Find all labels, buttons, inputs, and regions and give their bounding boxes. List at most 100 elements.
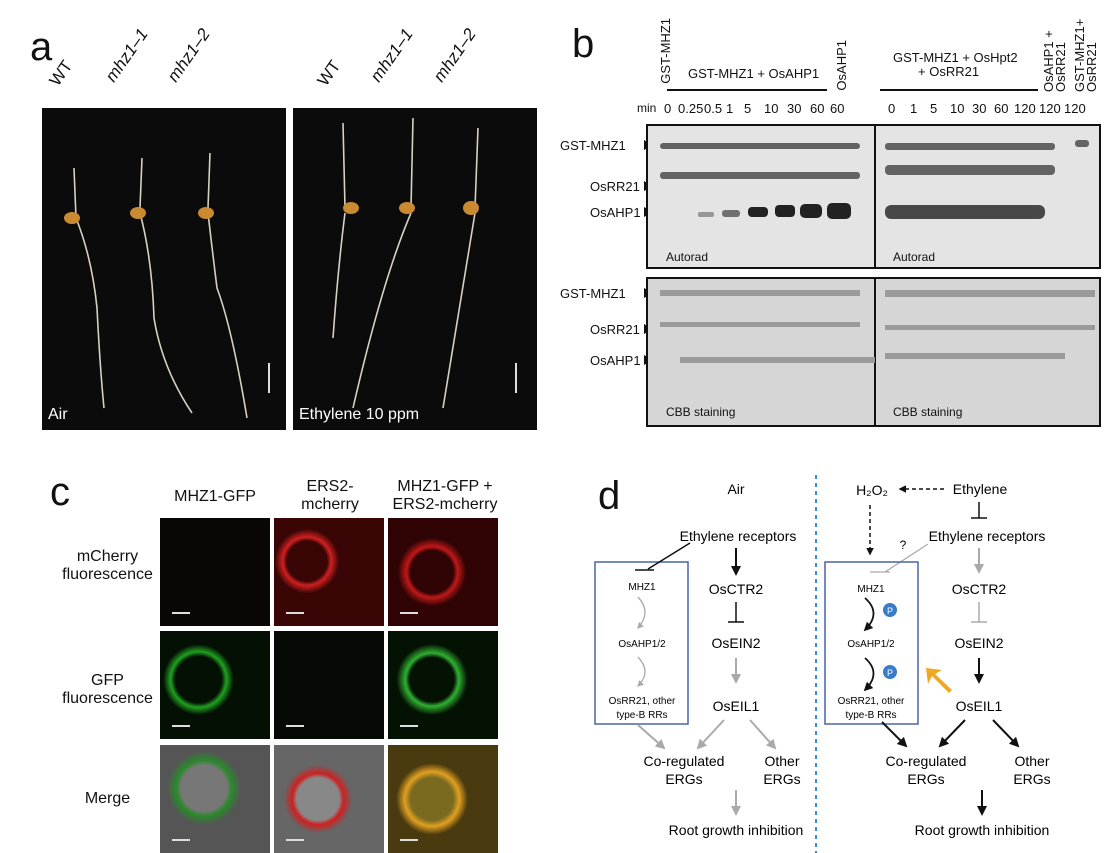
tcs-box	[824, 561, 919, 725]
h2o2: H₂O₂	[856, 482, 888, 498]
time-label: 10	[764, 101, 779, 116]
time-label: 1	[726, 101, 734, 116]
time-label: 0	[888, 101, 896, 116]
oseil1: OsEIL1	[713, 698, 760, 714]
question-mark: ?	[900, 538, 907, 552]
time-label: 60	[810, 101, 825, 116]
svg-text:P: P	[887, 606, 893, 616]
seedlings-drawing	[64, 152, 270, 419]
time-label: 60	[830, 101, 845, 116]
panel-c-label: c	[50, 470, 70, 514]
seedlings-air-photo: Air	[42, 108, 286, 430]
time-label: 30	[972, 101, 987, 116]
ethylene: Ethylene	[953, 481, 1008, 497]
lane-header: GST-MHZ1+ OsRR21	[1072, 18, 1099, 92]
time-label: 5	[930, 101, 938, 116]
row-label: Merge	[84, 790, 131, 807]
micrograph-gfp-mhz1	[160, 631, 270, 739]
row-label: mCherry fluorescence	[62, 548, 153, 583]
time-label: 120	[1014, 101, 1036, 116]
mhz1: MHZ1	[857, 584, 885, 595]
other-ergs-2: ERGs	[763, 771, 800, 787]
other-ergs: Other	[1014, 753, 1049, 769]
band-label: OsAHP1	[590, 353, 641, 368]
receptors: Ethylene receptors	[680, 528, 797, 544]
genotype-label: mhz1–1	[101, 24, 152, 86]
micrograph-merge-both	[388, 745, 498, 853]
time-label: 0	[664, 101, 672, 116]
band-label: OsAHP1	[590, 205, 641, 220]
panel-a-label: a	[30, 25, 53, 69]
micrograph-mcherry-mhz1	[160, 518, 270, 626]
time-label: 30	[787, 101, 802, 116]
cbb-blot-left	[646, 277, 876, 427]
osctr2: OsCTR2	[709, 581, 764, 597]
tcs-box	[594, 561, 689, 725]
lane-header: OsAHP1	[834, 40, 849, 91]
blot-images	[644, 124, 1101, 427]
osahp: OsAHP1/2	[618, 639, 666, 650]
column-header: MHZ1-GFP	[174, 488, 256, 505]
band-label: OsRR21	[590, 179, 640, 194]
micrograph-gfp-ers2	[274, 631, 384, 739]
time-label: 60	[994, 101, 1009, 116]
osein2: OsEIN2	[711, 635, 760, 651]
time-label: 0.25	[678, 101, 704, 116]
micrograph-mcherry-merge	[388, 518, 498, 626]
time-row-left: 0 0.25 0.5 1 5 10 30 60 60	[664, 101, 850, 116]
micrograph-merge-mhz1	[160, 745, 270, 853]
lane-header: GST-MHZ1	[658, 18, 673, 84]
pathway-diagram: Air Ethylene receptors MHZ1 OsAHP1/2 OsR…	[594, 475, 1051, 853]
root-growth-inhibition: Root growth inhibition	[669, 822, 804, 838]
osrr2: type-B RRs	[616, 710, 667, 721]
mhz1: MHZ1	[628, 582, 656, 593]
time-row-right: 0 1 5 10 30 60 120 120 120	[888, 101, 1089, 116]
micrograph-gfp-merge	[388, 631, 498, 739]
column-header: ERS2- mcherry	[301, 478, 359, 513]
lane-group-header: GST-MHZ1 + OsHpt2	[893, 50, 1018, 65]
coregulated-ergs: Co-regulated	[886, 753, 967, 769]
genotype-label: mhz1–2	[429, 24, 480, 86]
group-bracket	[667, 89, 827, 91]
phospho-icon	[883, 665, 897, 679]
receptors: Ethylene receptors	[929, 528, 1046, 544]
root-growth-inhibition: Root growth inhibition	[915, 822, 1050, 838]
seedlings-ethylene-photo: Ethylene 10 ppm	[293, 108, 537, 430]
panel-d-label: d	[598, 474, 621, 518]
coregulated-ergs-2: ERGs	[665, 771, 702, 787]
cbb-label: CBB staining	[893, 405, 963, 419]
autorad-label: Autorad	[666, 250, 709, 264]
cbb-blot-right	[874, 277, 1101, 427]
oseil1: OsEIL1	[956, 698, 1003, 714]
genotype-label: mhz1–2	[163, 24, 214, 86]
band-label: GST-MHZ1	[560, 286, 626, 301]
band-label: OsRR21	[590, 322, 640, 337]
lane-group-header: + OsRR21	[918, 64, 980, 79]
time-label: 120	[1064, 101, 1086, 116]
seedlings-drawing	[332, 117, 517, 409]
autorad-label: Autorad	[893, 250, 936, 264]
micrograph-mcherry-ers2	[274, 518, 384, 626]
air-title: Air	[727, 481, 744, 497]
condition-label-air: Air	[48, 406, 68, 423]
phospho-icon	[883, 603, 897, 617]
genotype-label: WT	[313, 56, 345, 90]
micrograph-merge-ers2	[274, 745, 384, 853]
svg-text:P: P	[887, 668, 893, 678]
osein2: OsEIN2	[954, 635, 1003, 651]
condition-label-ethylene: Ethylene 10 ppm	[299, 406, 420, 423]
osrr2: type-B RRs	[845, 710, 896, 721]
column-header: MHZ1-GFP + ERS2-mcherry	[392, 478, 498, 513]
coregulated-ergs: Co-regulated	[644, 753, 725, 769]
lane-header: OsAHP1 + OsRR21	[1041, 30, 1068, 92]
osctr2: OsCTR2	[952, 581, 1007, 597]
genotype-label: mhz1–1	[366, 24, 417, 86]
time-label: 5	[744, 101, 752, 116]
time-label: 10	[950, 101, 965, 116]
min-label: min	[637, 101, 657, 115]
other-ergs-2: ERGs	[1013, 771, 1050, 787]
lane-group-header: GST-MHZ1 + OsAHP1	[688, 66, 820, 81]
other-ergs: Other	[764, 753, 799, 769]
osrr: OsRR21, other	[838, 696, 905, 707]
panel-b-label: b	[572, 22, 595, 66]
